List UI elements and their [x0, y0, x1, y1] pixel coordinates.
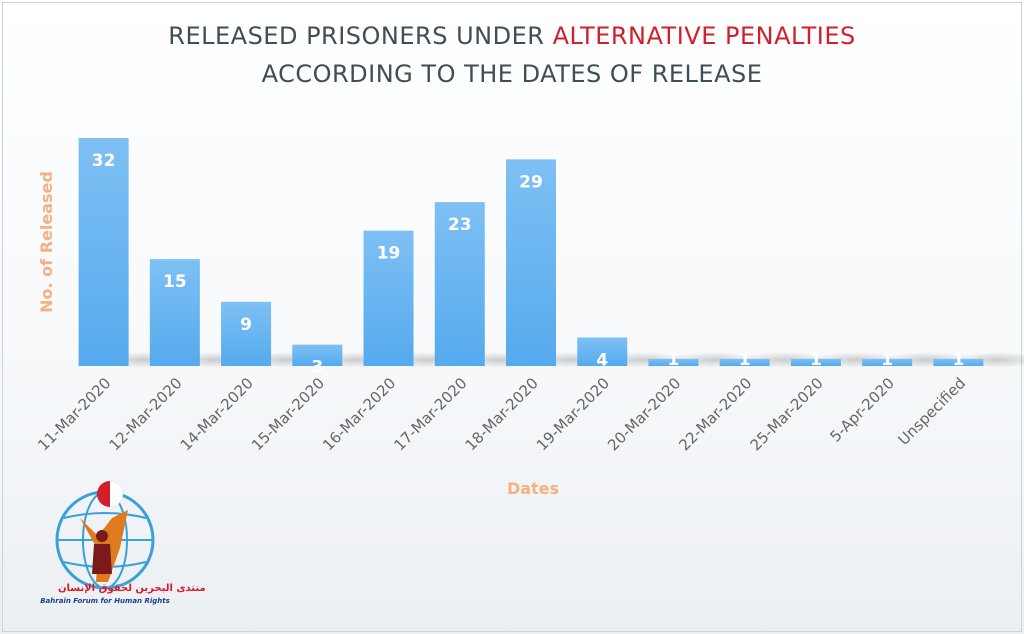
- bar-11-Mar-2020: [78, 138, 129, 366]
- chart-title-line2: ACCORDING TO THE DATES OF RELEASE: [261, 60, 763, 88]
- x-tick-label: 19-Mar-2020: [533, 374, 613, 454]
- x-tick-label: 20-Mar-2020: [604, 374, 684, 454]
- x-tick-label: 12-Mar-2020: [105, 374, 185, 454]
- logo-arabic-text: منتدى البحرين لحقوق الإنسان: [58, 583, 206, 594]
- x-tick-label: 16-Mar-2020: [319, 374, 399, 454]
- x-axis-label: Dates: [507, 479, 559, 498]
- data-label: 23: [448, 215, 472, 235]
- chart-title-accent: ALTERNATIVE PENALTIES: [552, 22, 856, 50]
- logo-english-text: Bahrain Forum for Human Rights: [40, 597, 170, 605]
- x-tick-label: 18-Mar-2020: [462, 374, 542, 454]
- data-label: 15: [163, 272, 187, 292]
- data-label: 3: [311, 358, 323, 378]
- bar-22-Mar-2020: [719, 358, 770, 366]
- bar-Unspecified: [933, 358, 984, 366]
- bahrain-forum-logo: [55, 481, 155, 590]
- bar-15-Mar-2020: [292, 344, 343, 366]
- x-tick-label: 5-Apr-2020: [826, 374, 898, 446]
- bar-25-Mar-2020: [790, 358, 841, 366]
- x-tick-label: Unspecified: [894, 374, 969, 449]
- x-tick-label: 22-Mar-2020: [675, 374, 755, 454]
- chart-title-line1: RELEASED PRISONERS UNDER ALTERNATIVE PEN…: [0, 22, 1024, 50]
- data-label: 9: [240, 315, 252, 335]
- bar-14-Mar-2020: [221, 301, 272, 366]
- bar-16-Mar-2020: [363, 230, 414, 366]
- data-label: 29: [519, 172, 543, 192]
- bar-20-Mar-2020: [648, 358, 699, 366]
- data-label: 1: [952, 350, 964, 370]
- bar-5-Apr-2020: [862, 358, 913, 366]
- data-label: 1: [810, 350, 822, 370]
- bar-19-Mar-2020: [577, 337, 628, 366]
- x-tick-label: 17-Mar-2020: [390, 374, 470, 454]
- bar-18-Mar-2020: [506, 159, 556, 366]
- x-tick-label: 25-Mar-2020: [747, 374, 827, 454]
- bar-12-Mar-2020: [149, 259, 200, 366]
- data-label: 32: [92, 151, 116, 171]
- data-label: 1: [668, 350, 680, 370]
- data-label: 1: [881, 350, 893, 370]
- data-label: 1: [739, 350, 751, 370]
- chart-title-prefix: RELEASED PRISONERS UNDER: [168, 22, 553, 50]
- data-label: 4: [596, 351, 608, 371]
- x-tick-label: 11-Mar-2020: [34, 374, 114, 454]
- data-label: 19: [377, 244, 401, 264]
- x-tick-label: 15-Mar-2020: [248, 374, 328, 454]
- y-axis-label: No. of Released: [37, 171, 56, 313]
- x-tick-label: 14-Mar-2020: [177, 374, 257, 454]
- bar-17-Mar-2020: [434, 202, 485, 366]
